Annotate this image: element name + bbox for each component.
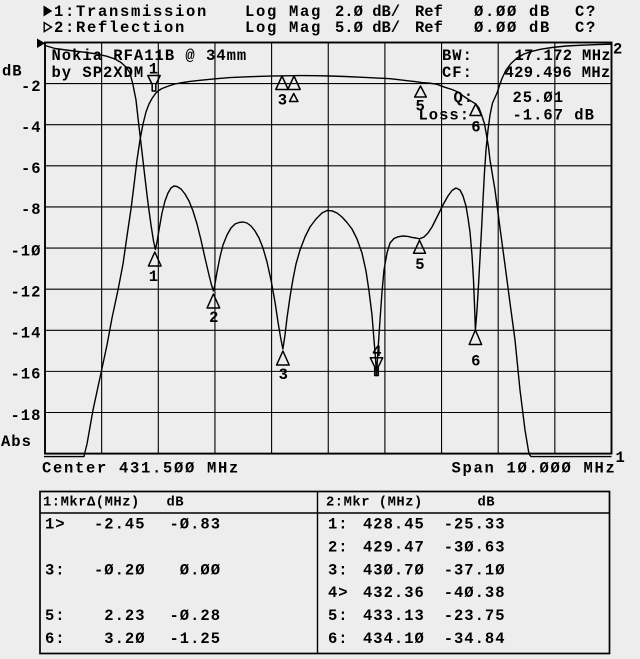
svg-text:429.496 MHz: 429.496 MHz bbox=[505, 64, 611, 82]
svg-text:432.36: 432.36 bbox=[363, 584, 425, 602]
svg-text:2: 2 bbox=[209, 309, 219, 327]
svg-text:17.172 MHz: 17.172 MHz bbox=[515, 47, 612, 65]
svg-text:-23.75: -23.75 bbox=[444, 607, 506, 625]
svg-text:Ø.ØØ dB: Ø.ØØ dB bbox=[474, 19, 551, 37]
svg-text:6: 6 bbox=[471, 353, 481, 371]
svg-text:-4: -4 bbox=[21, 119, 42, 137]
svg-text:2.23: 2.23 bbox=[104, 607, 145, 625]
svg-text:Nokia RFA11B @ 34mm: Nokia RFA11B @ 34mm bbox=[52, 47, 248, 65]
svg-text:1:MkrΔ(MHz): 1:MkrΔ(MHz) bbox=[43, 494, 140, 510]
svg-text:2: 2 bbox=[613, 41, 623, 59]
svg-text:Ref: Ref bbox=[415, 19, 443, 37]
svg-text:1:: 1: bbox=[328, 516, 349, 534]
svg-text:4: 4 bbox=[372, 343, 382, 361]
svg-text:1>: 1> bbox=[45, 516, 66, 534]
svg-text:5:: 5: bbox=[328, 607, 349, 625]
svg-text:433.13: 433.13 bbox=[363, 607, 425, 625]
svg-text:5: 5 bbox=[415, 256, 425, 274]
svg-text:-12: -12 bbox=[11, 283, 42, 301]
svg-text:-37.1Ø: -37.1Ø bbox=[444, 561, 506, 579]
svg-text:dB: dB bbox=[2, 63, 23, 81]
svg-text:Span 1Ø.ØØØ MHz: Span 1Ø.ØØØ MHz bbox=[452, 459, 617, 477]
svg-text:-1Ø: -1Ø bbox=[11, 242, 42, 260]
svg-text:6: 6 bbox=[471, 119, 481, 137]
svg-text:2.Ø dB/: 2.Ø dB/ bbox=[335, 3, 400, 21]
svg-text:-25.33: -25.33 bbox=[444, 516, 506, 534]
svg-text:Ø.ØØ: Ø.ØØ bbox=[180, 561, 221, 579]
svg-text:C?: C? bbox=[575, 19, 597, 37]
svg-text:3:: 3: bbox=[45, 561, 66, 579]
svg-text:25.Ø1: 25.Ø1 bbox=[513, 89, 565, 107]
svg-text:1:Transmission: 1:Transmission bbox=[54, 3, 208, 21]
svg-text:-1.25: -1.25 bbox=[170, 630, 222, 648]
svg-text:1: 1 bbox=[149, 268, 159, 286]
svg-text:-4Ø.38: -4Ø.38 bbox=[444, 584, 506, 602]
svg-text:1: 1 bbox=[616, 449, 626, 467]
svg-text:3:: 3: bbox=[328, 561, 349, 579]
svg-text:5.Ø dB/: 5.Ø dB/ bbox=[335, 19, 400, 37]
svg-text:3.2Ø: 3.2Ø bbox=[104, 630, 145, 648]
svg-text:Loss:: Loss: bbox=[419, 106, 471, 124]
svg-text:5:: 5: bbox=[45, 607, 66, 625]
svg-text:dB: dB bbox=[478, 494, 496, 510]
svg-text:2:Reflection: 2:Reflection bbox=[54, 19, 186, 37]
svg-text:-18: -18 bbox=[11, 407, 42, 425]
svg-text:428.45: 428.45 bbox=[363, 516, 425, 534]
svg-text:CF:: CF: bbox=[442, 64, 473, 82]
svg-text:2:: 2: bbox=[328, 538, 349, 556]
svg-text:C?: C? bbox=[575, 3, 597, 21]
svg-text:-2.45: -2.45 bbox=[94, 516, 146, 534]
svg-text:-34.84: -34.84 bbox=[444, 630, 506, 648]
svg-text:2:Mkr (MHz): 2:Mkr (MHz) bbox=[326, 494, 423, 510]
svg-text:3: 3 bbox=[278, 92, 288, 110]
svg-text:6:: 6: bbox=[328, 630, 349, 648]
svg-text:dB: dB bbox=[167, 494, 185, 510]
svg-text:Ref: Ref bbox=[415, 3, 443, 21]
svg-text:Center 431.5ØØ MHz: Center 431.5ØØ MHz bbox=[42, 459, 240, 477]
svg-text:Log Mag: Log Mag bbox=[245, 3, 322, 21]
svg-text:-Ø.28: -Ø.28 bbox=[170, 607, 222, 625]
svg-text:-14: -14 bbox=[11, 325, 42, 343]
svg-text:-1.67 dB: -1.67 dB bbox=[513, 106, 595, 124]
svg-text:43Ø.7Ø: 43Ø.7Ø bbox=[363, 561, 425, 579]
svg-text:-6: -6 bbox=[21, 160, 42, 178]
svg-text:-16: -16 bbox=[11, 366, 42, 384]
svg-text:Abs: Abs bbox=[1, 433, 32, 451]
svg-text:Q:: Q: bbox=[454, 89, 475, 107]
svg-text:429.47: 429.47 bbox=[363, 538, 425, 556]
svg-text:-Ø.2Ø: -Ø.2Ø bbox=[94, 561, 146, 579]
svg-text:3: 3 bbox=[279, 366, 289, 384]
svg-text:-2: -2 bbox=[21, 78, 42, 96]
svg-text:BW:: BW: bbox=[442, 47, 473, 65]
svg-text:Ø.ØØ dB: Ø.ØØ dB bbox=[474, 3, 551, 21]
svg-text:-Ø.83: -Ø.83 bbox=[170, 516, 222, 534]
svg-text:1: 1 bbox=[149, 61, 159, 79]
svg-text:5: 5 bbox=[416, 98, 426, 116]
svg-text:-8: -8 bbox=[21, 201, 42, 219]
svg-text:-3Ø.63: -3Ø.63 bbox=[444, 538, 506, 556]
svg-text:6:: 6: bbox=[45, 630, 66, 648]
svg-text:Log Mag: Log Mag bbox=[245, 19, 322, 37]
svg-text:by SP2XDM: by SP2XDM bbox=[52, 64, 145, 82]
svg-text:434.1Ø: 434.1Ø bbox=[363, 630, 425, 648]
svg-text:4>: 4> bbox=[328, 584, 349, 602]
